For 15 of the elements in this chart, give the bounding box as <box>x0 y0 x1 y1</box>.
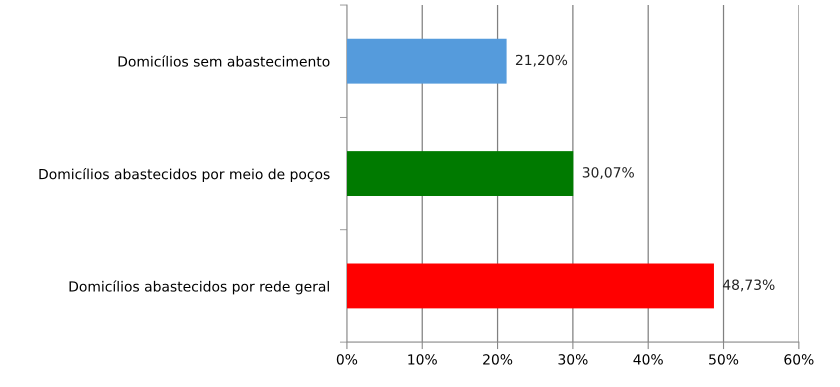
y-tick-label: Domicílios abastecidos por meio de poços <box>39 168 330 182</box>
x-tick-label: 30% <box>558 354 588 365</box>
x-tick-label: 20% <box>483 354 512 365</box>
bar <box>346 151 574 196</box>
data-label: 30,07% <box>582 167 634 180</box>
x-tick-label: 60% <box>784 354 814 365</box>
y-tick-label: Domicílios abastecidos por rede geral <box>70 280 329 294</box>
x-tick-label: 0% <box>336 354 358 365</box>
x-tick-label: 40% <box>633 354 663 365</box>
x-tick-label: 50% <box>709 354 738 365</box>
y-tick-label: Domicílios sem abastecimento <box>118 55 330 67</box>
data-label: 21,20% <box>516 54 568 67</box>
bar <box>346 263 714 308</box>
x-tick-label: 10% <box>408 354 437 365</box>
bar <box>346 38 507 84</box>
